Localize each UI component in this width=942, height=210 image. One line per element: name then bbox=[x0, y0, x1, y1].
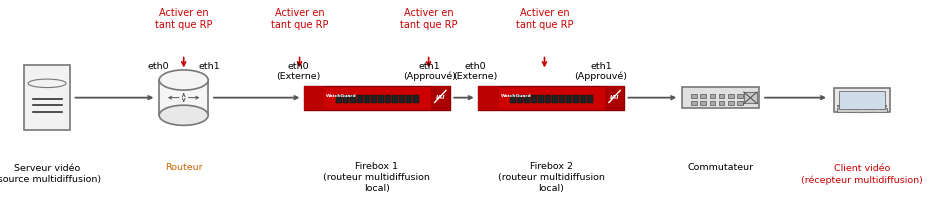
Ellipse shape bbox=[159, 105, 208, 125]
Text: eth0: eth0 bbox=[288, 62, 309, 71]
Bar bbox=[834, 88, 890, 112]
Bar bbox=[349, 95, 355, 103]
Text: (Externe): (Externe) bbox=[453, 72, 498, 81]
Bar bbox=[574, 95, 579, 103]
Ellipse shape bbox=[159, 70, 208, 90]
Text: eth0: eth0 bbox=[465, 62, 486, 71]
Bar bbox=[728, 94, 734, 98]
Bar bbox=[709, 101, 715, 105]
Circle shape bbox=[28, 79, 66, 88]
Bar bbox=[430, 85, 450, 110]
Bar bbox=[552, 95, 558, 103]
Text: eth1: eth1 bbox=[591, 62, 611, 71]
Bar bbox=[413, 95, 418, 103]
Bar bbox=[691, 101, 697, 105]
Text: eth1: eth1 bbox=[419, 62, 440, 71]
Bar bbox=[511, 95, 516, 103]
Bar bbox=[545, 95, 551, 103]
Text: Serveur vidéo
(source multidiffusion): Serveur vidéo (source multidiffusion) bbox=[0, 164, 101, 184]
Bar bbox=[709, 94, 715, 98]
Bar bbox=[531, 95, 537, 103]
Bar bbox=[560, 95, 565, 103]
Text: IAI: IAI bbox=[435, 95, 446, 100]
Bar bbox=[566, 95, 572, 103]
Bar bbox=[744, 92, 757, 104]
Bar bbox=[303, 85, 450, 110]
Bar bbox=[701, 94, 706, 98]
Bar bbox=[478, 85, 498, 110]
Text: Commutateur: Commutateur bbox=[688, 164, 754, 172]
Bar bbox=[524, 95, 529, 103]
Bar bbox=[392, 95, 398, 103]
Bar bbox=[478, 85, 624, 110]
Bar bbox=[701, 101, 706, 105]
Text: (Externe): (Externe) bbox=[276, 72, 321, 81]
Text: Client vidéo
(récepteur multidiffusion): Client vidéo (récepteur multidiffusion) bbox=[801, 164, 923, 185]
Text: Firebox 1
(routeur multidiffusion
local): Firebox 1 (routeur multidiffusion local) bbox=[323, 162, 430, 193]
Bar bbox=[336, 95, 342, 103]
Bar bbox=[580, 95, 586, 103]
Text: (Approuvé): (Approuvé) bbox=[403, 72, 456, 81]
Text: Activer en
tant que RP: Activer en tant que RP bbox=[154, 8, 213, 30]
Bar bbox=[371, 95, 377, 103]
Text: Routeur: Routeur bbox=[165, 164, 203, 172]
Bar bbox=[364, 95, 369, 103]
Bar bbox=[737, 94, 742, 98]
Bar bbox=[357, 95, 363, 103]
Bar bbox=[605, 85, 625, 110]
Bar bbox=[538, 95, 544, 103]
Bar bbox=[159, 80, 208, 115]
Text: eth0: eth0 bbox=[148, 62, 169, 71]
Bar bbox=[343, 95, 349, 103]
Bar bbox=[24, 65, 70, 130]
Bar bbox=[737, 101, 742, 105]
Bar bbox=[719, 94, 724, 98]
Text: (Approuvé): (Approuvé) bbox=[575, 72, 627, 81]
Bar bbox=[682, 87, 759, 108]
Bar bbox=[378, 95, 383, 103]
Bar bbox=[837, 108, 886, 112]
Bar bbox=[728, 101, 734, 105]
Bar bbox=[406, 95, 412, 103]
Bar bbox=[691, 94, 697, 98]
Text: eth1: eth1 bbox=[199, 62, 219, 71]
Bar bbox=[303, 85, 324, 110]
Text: WatchGuard: WatchGuard bbox=[500, 94, 531, 98]
Bar bbox=[399, 95, 405, 103]
Bar bbox=[839, 91, 885, 109]
Bar bbox=[587, 95, 593, 103]
Text: Firebox 2
(routeur multidiffusion
local): Firebox 2 (routeur multidiffusion local) bbox=[497, 162, 605, 193]
Text: IAI: IAI bbox=[609, 95, 620, 100]
Text: WatchGuard: WatchGuard bbox=[326, 94, 357, 98]
Bar bbox=[719, 101, 724, 105]
Text: Activer en
tant que RP: Activer en tant que RP bbox=[399, 8, 458, 30]
Text: Activer en
tant que RP: Activer en tant que RP bbox=[270, 8, 329, 30]
Bar bbox=[517, 95, 523, 103]
Text: Activer en
tant que RP: Activer en tant que RP bbox=[515, 8, 574, 30]
Bar bbox=[385, 95, 391, 103]
